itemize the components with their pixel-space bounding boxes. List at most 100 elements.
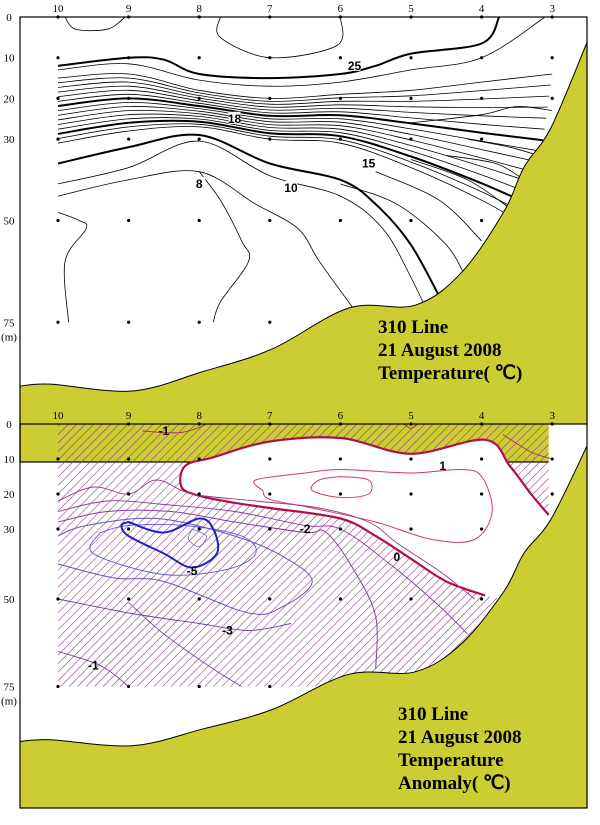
anomaly-contour-minus-3 <box>57 517 313 615</box>
sample-point <box>268 492 272 496</box>
sample-point <box>338 422 342 426</box>
x-tick-label: 6 <box>338 3 344 15</box>
anomaly-contour-minus-6 <box>187 528 207 547</box>
anomaly-contour-minus-5 <box>120 517 220 569</box>
contour-label: 15 <box>362 157 376 171</box>
isotherm <box>57 77 551 102</box>
sample-point <box>197 597 201 601</box>
isotherm-10 <box>57 133 448 311</box>
isotherm <box>57 16 546 87</box>
sample-point <box>550 492 554 496</box>
sample-point <box>338 457 342 461</box>
sample-point <box>268 96 272 100</box>
contour-label: -2 <box>300 522 311 536</box>
sample-point <box>409 422 413 426</box>
sample-point <box>268 218 272 223</box>
sample-point <box>56 457 60 461</box>
isotherm <box>375 171 482 242</box>
x-tick-label: 5 <box>408 3 414 15</box>
chart-title-line: Anomaly( ℃) <box>398 773 511 794</box>
sample-point <box>268 320 272 324</box>
isotherm <box>57 81 550 105</box>
sample-point <box>409 15 413 19</box>
isotherm <box>57 123 533 218</box>
sample-point <box>127 684 131 689</box>
x-tick-label: 4 <box>479 3 485 15</box>
contour-label: 10 <box>284 181 298 195</box>
seafloor-land <box>19 445 588 809</box>
sample-point <box>197 96 201 100</box>
anomaly-contour-0 <box>179 436 550 597</box>
sample-point <box>197 422 201 426</box>
sample-point <box>338 137 342 141</box>
sample-point <box>338 96 342 100</box>
contour-label-bg <box>362 156 375 169</box>
sample-point <box>480 597 484 601</box>
y-tick-label: 20 <box>4 489 16 501</box>
contour-label: -1 <box>88 659 99 673</box>
anomaly-contour-2 <box>310 475 373 499</box>
x-tick-label: 5 <box>408 410 414 422</box>
anomaly-contour-minus-1 <box>142 423 207 434</box>
contour-label: 18 <box>228 112 242 126</box>
sample-point <box>268 527 272 531</box>
sample-point <box>56 684 60 689</box>
anomaly-contour <box>128 602 242 687</box>
chart-title-line: 310 Line <box>378 317 448 338</box>
sample-point <box>480 137 484 141</box>
sample-point <box>409 137 413 141</box>
sample-point <box>197 218 201 223</box>
sample-point <box>268 137 272 141</box>
sample-point <box>268 15 272 19</box>
y-tick-label: 0 <box>6 419 12 431</box>
sample-point <box>268 56 272 60</box>
sample-point <box>338 492 342 496</box>
sample-point <box>197 492 201 496</box>
contour-label-bg <box>284 180 297 193</box>
contour-label: -3 <box>222 624 233 638</box>
isotherm <box>216 16 344 59</box>
sample-point <box>56 492 60 496</box>
sample-point <box>127 96 131 100</box>
isotherm <box>57 93 545 130</box>
sample-point <box>338 56 342 60</box>
isotherm <box>57 113 538 185</box>
sample-point <box>550 15 554 19</box>
y-unit-label: (m) <box>1 331 17 343</box>
sample-point <box>480 15 484 19</box>
sample-point <box>480 527 484 531</box>
sample-point <box>56 56 60 60</box>
anomaly-contour <box>403 423 419 429</box>
sample-point <box>127 457 131 461</box>
sample-point <box>197 320 201 324</box>
sample-point <box>338 527 342 531</box>
isotherm <box>340 183 468 282</box>
x-tick-label: 9 <box>126 3 132 15</box>
y-tick-label: 50 <box>4 216 16 228</box>
sample-point <box>338 218 342 223</box>
sample-point <box>56 320 60 324</box>
isotherm <box>57 106 541 163</box>
sample-point <box>480 96 484 100</box>
anomaly-contour-minus-2 <box>57 509 378 670</box>
sample-point <box>56 96 60 100</box>
contour-label-bg <box>348 58 361 71</box>
anomaly-contour-1 <box>253 468 493 543</box>
y-tick-label: 50 <box>4 594 16 606</box>
y-tick-label: 0 <box>6 12 12 24</box>
contour-label: 0 <box>394 550 401 564</box>
x-tick-label: 10 <box>53 410 65 422</box>
seafloor-land <box>19 42 588 463</box>
y-tick-label: 75 <box>4 317 16 329</box>
x-tick-label: 3 <box>549 3 555 15</box>
chart-title-line: 21 August 2008 <box>378 340 502 361</box>
isotherm-15 <box>57 119 535 208</box>
x-tick-label: 6 <box>338 410 344 422</box>
y-tick-label: 75 <box>4 682 16 694</box>
sample-point <box>197 56 201 60</box>
isotherm <box>57 102 542 152</box>
isotherm <box>64 16 126 32</box>
